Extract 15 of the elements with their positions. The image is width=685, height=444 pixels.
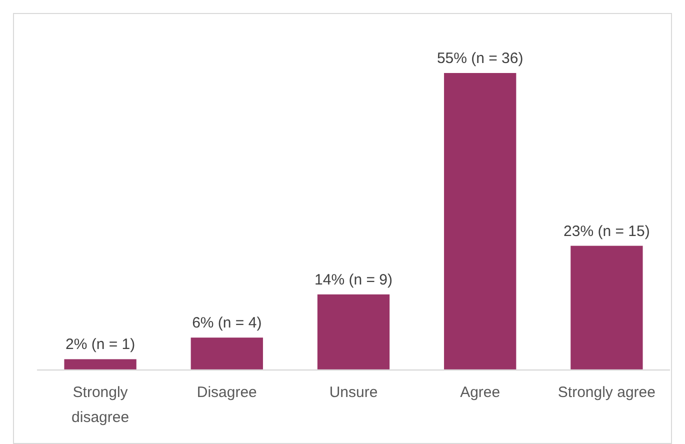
data-label: 2% (n = 1) (65, 336, 136, 354)
x-tick-label: Strongly disagree (72, 384, 130, 426)
data-label: 23% (n = 15) (564, 222, 650, 240)
bar (64, 359, 136, 370)
data-label: 55% (n = 36) (436, 50, 524, 67)
bar (190, 338, 263, 370)
x-tick-label: Unsure (329, 384, 378, 401)
x-tick-label: Disagree (196, 384, 257, 401)
x-tick-label: Strongly agree (558, 384, 656, 401)
bar (444, 73, 516, 370)
bar (317, 294, 390, 370)
bar (570, 246, 643, 370)
x-tick-label: Agree (460, 384, 500, 401)
data-label: 14% (n = 9) (314, 271, 392, 288)
data-label: 6% (n = 4) (192, 314, 262, 332)
